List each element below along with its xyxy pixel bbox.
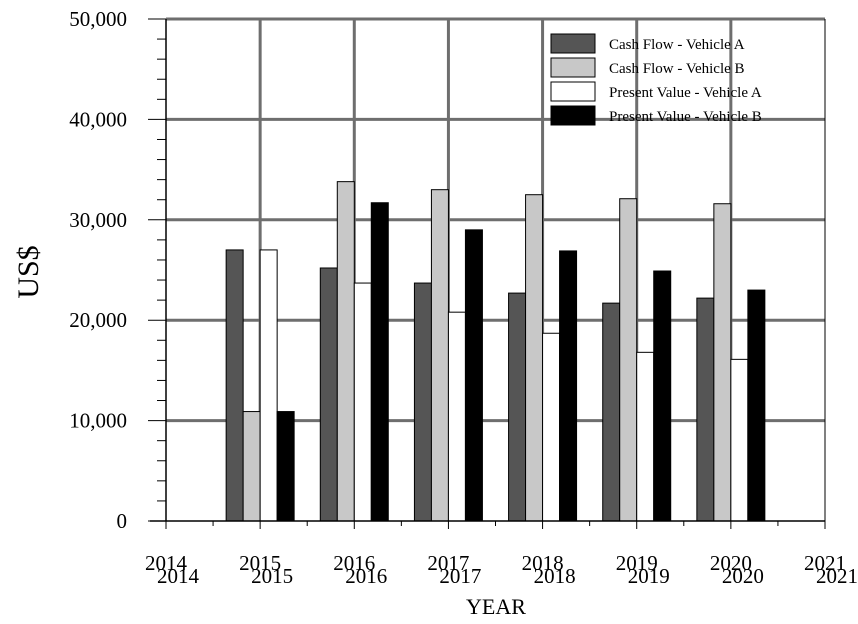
- y-axis-title: US$: [12, 245, 45, 298]
- x-tick-label: 2014: [145, 551, 188, 575]
- y-tick-label: 30,000: [69, 208, 127, 232]
- bar-present-value-vehicle-b-2020: [747, 289, 766, 522]
- x-tick-label: 2018: [522, 551, 564, 575]
- x-tick-label-offset: 2019: [628, 564, 670, 588]
- x-tick-label: 2016: [333, 551, 375, 575]
- bar-present-value-vehicle-a-2015: [259, 249, 278, 522]
- legend-swatch: [550, 105, 596, 126]
- bar-cash-flow-vehicle-b-2016: [336, 181, 355, 522]
- bar-cash-flow-vehicle-a-2017: [413, 282, 432, 522]
- legend-label: Cash Flow - Vehicle A: [609, 37, 745, 53]
- bar-present-value-vehicle-a-2019: [636, 351, 655, 522]
- x-tick-label-offset: 2017: [439, 564, 481, 588]
- x-tick-label: 2021: [804, 551, 846, 575]
- x-tick-label: 2017: [427, 551, 469, 575]
- x-tick-label-offset: 2016: [345, 564, 387, 588]
- bar-cash-flow-vehicle-a-2018: [508, 292, 527, 522]
- y-tick-label: 0: [117, 509, 128, 533]
- x-tick-label-offset: 2015: [251, 564, 293, 588]
- legend: Cash Flow - Vehicle A Cash Flow - Vehicle…: [550, 33, 762, 126]
- bar-present-value-vehicle-b-2018: [559, 250, 578, 522]
- bar-cash-flow-vehicle-b-2018: [525, 194, 544, 522]
- x-tick-label: 2019: [616, 551, 658, 575]
- bars: [225, 181, 766, 522]
- bar-cash-flow-vehicle-b-2020: [713, 203, 732, 522]
- legend-swatch: [550, 57, 596, 78]
- bar-present-value-vehicle-a-2016: [353, 282, 372, 522]
- bar-present-value-vehicle-a-2020: [730, 358, 749, 522]
- bar-present-value-vehicle-b-2016: [370, 202, 389, 522]
- bar-present-value-vehicle-b-2019: [653, 270, 672, 522]
- x-axis-title: YEAR: [466, 594, 526, 619]
- legend-swatch: [550, 81, 596, 102]
- y-tick-label: 10,000: [69, 409, 127, 433]
- bar-present-value-vehicle-a-2017: [447, 311, 466, 522]
- legend-swatch: [550, 33, 596, 54]
- legend-label: Cash Flow - Vehicle B: [609, 61, 745, 77]
- y-tick-label: 20,000: [69, 308, 127, 332]
- bar-cash-flow-vehicle-b-2019: [619, 198, 638, 522]
- x-tick-label: 2015: [239, 551, 281, 575]
- axes: [148, 18, 826, 529]
- legend-label: Present Value - Vehicle A: [609, 85, 762, 101]
- x-tick-label: 2020: [710, 551, 752, 575]
- legend-label: Present Value - Vehicle B: [609, 109, 762, 125]
- y-tick-label: 40,000: [69, 107, 127, 131]
- bar-cash-flow-vehicle-b-2015: [242, 411, 261, 522]
- x-tick-label-offset: 2014: [157, 564, 200, 588]
- x-tick-label-offset: 2020: [722, 564, 764, 588]
- x-tick-label-offset: 2018: [534, 564, 576, 588]
- bar-cash-flow-vehicle-a-2020: [696, 297, 715, 522]
- y-tick-label: 50,000: [69, 7, 127, 31]
- bar-present-value-vehicle-b-2017: [464, 229, 483, 522]
- bar-cash-flow-vehicle-a-2019: [602, 302, 621, 522]
- bar-present-value-vehicle-b-2015: [276, 411, 295, 522]
- bar-cash-flow-vehicle-b-2017: [430, 189, 449, 522]
- bar-cash-flow-vehicle-a-2015: [225, 249, 244, 522]
- bar-cash-flow-vehicle-a-2016: [319, 267, 338, 522]
- bar-present-value-vehicle-a-2018: [542, 332, 561, 522]
- x-tick-label-offset: 2021: [816, 564, 858, 588]
